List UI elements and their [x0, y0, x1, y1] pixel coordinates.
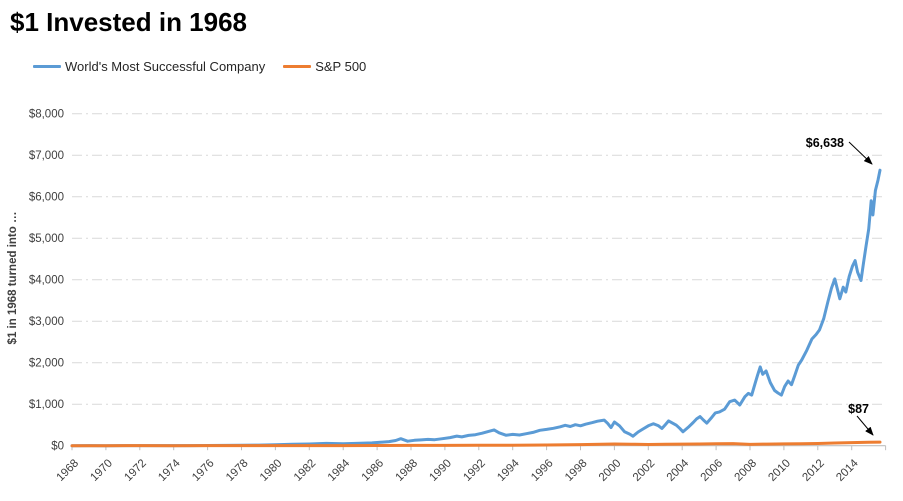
x-tick-label: 2008	[733, 457, 760, 484]
y-axis-title: $1 in 1968 turned into …	[7, 212, 19, 345]
sp500-end-arrow	[856, 415, 874, 436]
x-tick-label: 1982	[292, 457, 319, 484]
y-tick-label: $6,000	[29, 192, 64, 204]
x-tick-label: 1996	[529, 457, 556, 484]
y-tick-label: $7,000	[29, 150, 64, 162]
legend-item-sp500: S&P 500	[283, 59, 366, 74]
y-tick-label: $5,000	[29, 233, 64, 245]
series-line-sp500	[70, 440, 882, 448]
company-line-swatch	[33, 65, 61, 68]
gridlines: $0 $1,000 $2,000 $3,000 $4,000 $5,000 $6,000 $7…	[29, 109, 886, 453]
x-tick-label: 1986	[360, 457, 387, 484]
annotation-company-end: $6,638	[806, 136, 873, 165]
x-tick-label: 1992	[461, 457, 488, 484]
company-end-arrow	[848, 141, 873, 165]
x-tick-label: 1970	[88, 457, 115, 484]
legend: World's Most Successful Company S&P 500	[33, 59, 366, 74]
x-tick-label: 2004	[665, 457, 692, 484]
y-tick-label: $4,000	[29, 275, 64, 287]
legend-label-company: World's Most Successful Company	[65, 59, 266, 74]
sp500-line-swatch	[283, 65, 312, 68]
x-tick-label: 1976	[190, 457, 217, 484]
company-end-value-label: $6,638	[806, 136, 844, 150]
sp500-end-value-label: $87	[848, 402, 869, 416]
x-tick-label: 1984	[326, 457, 353, 484]
annotation-sp500-end: $87	[848, 402, 874, 436]
x-tick-label: 1968	[55, 457, 82, 484]
x-tick-label: 2006	[699, 457, 726, 484]
x-tick-label: 1978	[224, 457, 251, 484]
x-tick-label: 1998	[563, 457, 590, 484]
x-tick-label: 1972	[122, 457, 149, 484]
x-tick-label: 2010	[766, 457, 793, 484]
legend-item-company: World's Most Successful Company	[33, 59, 265, 74]
x-axis: 1968 1970 1972 1974 1976 1978 1980 1982 1984 1986…	[55, 445, 887, 484]
legend-label-sp500: S&P 500	[315, 59, 367, 74]
x-tick-label: 1980	[258, 457, 285, 484]
x-tick-label: 2000	[597, 457, 624, 484]
x-tick-label: 2014	[834, 457, 861, 484]
x-tick-label: 1988	[394, 457, 421, 484]
x-tick-label: 1990	[427, 457, 454, 484]
x-tick-label: 1974	[156, 457, 183, 484]
y-tick-label: $8,000	[29, 109, 64, 121]
series-lines	[70, 168, 882, 448]
y-tick-label: $0	[51, 441, 64, 453]
chart-title: $1 Invested in 1968	[10, 7, 248, 37]
x-tick-label: 2012	[800, 457, 827, 484]
series-line-company	[70, 168, 882, 448]
x-tick-label: 1994	[495, 457, 522, 484]
x-tick-label: 2002	[631, 457, 658, 484]
y-tick-label: $3,000	[29, 316, 64, 328]
line-chart: $0 $1,000 $2,000 $3,000 $4,000 $5,000 $6,000 $7…	[7, 109, 887, 484]
y-tick-label: $1,000	[29, 399, 64, 411]
y-tick-label: $2,000	[29, 358, 64, 370]
